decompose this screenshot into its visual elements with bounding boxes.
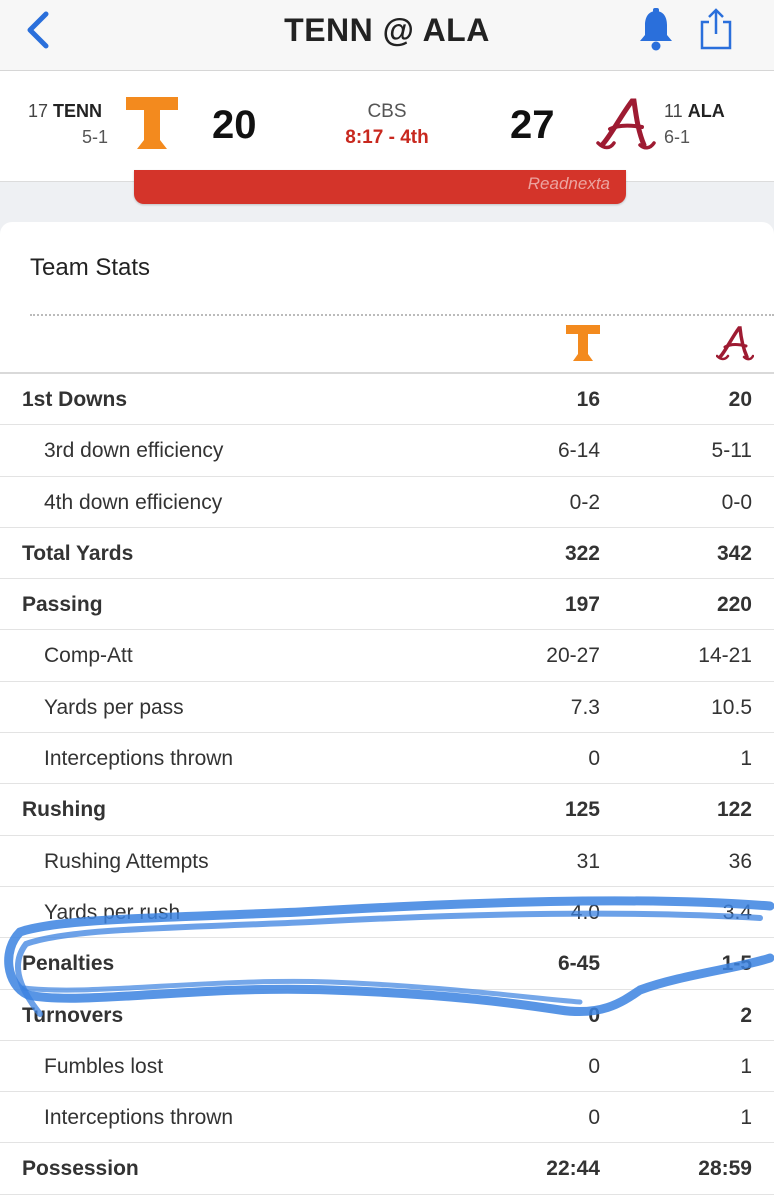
table-row: Yards per pass 7.3 10.5	[0, 682, 774, 734]
table-row: Interceptions thrown 0 1	[0, 733, 774, 785]
divider	[30, 314, 774, 316]
chevron-left-icon	[27, 11, 49, 49]
table-row: Turnovers 0 2	[0, 990, 774, 1041]
stat-label: Possession	[22, 1157, 139, 1181]
stat-label: Yards per pass	[44, 695, 184, 719]
ala-stat-value: 1	[740, 1106, 752, 1130]
stat-label: Interceptions thrown	[44, 1106, 234, 1130]
ala-stat-value: 342	[716, 541, 752, 565]
tenn-stat-value: 322	[564, 541, 600, 565]
tenn-stat-value: 4.0	[570, 900, 600, 924]
ala-stat-value: 14-21	[698, 644, 752, 668]
tenn-stat-value: 20-27	[546, 644, 600, 668]
stat-label: Rushing Attempts	[44, 849, 209, 873]
ala-stat-value: 0-0	[721, 490, 752, 514]
home-score: 27	[510, 103, 555, 147]
team-stats-title: Team Stats	[30, 254, 151, 281]
alabama-column-logo-icon	[716, 326, 754, 361]
ala-stat-value: 1-5	[721, 952, 752, 976]
ala-stat-value: 28:59	[698, 1157, 752, 1181]
game-clock: 8:17 - 4th	[345, 127, 429, 148]
away-team-name: 17 TENN	[28, 101, 103, 121]
notifications-button[interactable]	[636, 8, 676, 52]
tennessee-column-logo-icon	[566, 325, 600, 361]
table-row: 3rd down efficiency 6-14 5-11	[0, 425, 774, 477]
ala-stat-value: 3.4	[722, 900, 752, 924]
share-icon	[700, 8, 732, 50]
ala-stat-value: 20	[728, 388, 752, 411]
tenn-stat-value: 0	[588, 1106, 600, 1130]
stat-label: Yards per rush	[44, 900, 181, 924]
tv-network: CBS	[367, 101, 407, 122]
stat-label: 3rd down efficiency	[44, 439, 224, 463]
ala-stat-value: 1	[740, 1054, 752, 1078]
away-team-record: 5-1	[82, 127, 109, 147]
stat-label: Interceptions thrown	[44, 747, 234, 771]
ala-stat-value: 1	[740, 747, 752, 771]
share-button[interactable]	[696, 6, 736, 52]
table-row: Comp-Att 20-27 14-21	[0, 630, 774, 682]
stat-label: Penalties	[22, 952, 115, 976]
table-row: Penalties 6-45 1-5	[0, 938, 774, 990]
stat-label: Passing	[22, 593, 103, 617]
bell-icon	[640, 8, 672, 51]
ala-stat-value: 220	[716, 593, 752, 617]
tenn-stat-value: 125	[564, 798, 600, 822]
table-row: 1st Downs 16 20	[0, 374, 774, 426]
tenn-stat-value: 6-14	[557, 439, 600, 463]
table-row: Fumbles lost 0 1	[0, 1041, 774, 1093]
tennessee-logo-icon	[126, 97, 178, 149]
header-divider	[0, 372, 774, 374]
stat-label: Total Yards	[22, 541, 134, 565]
stat-label: Rushing	[22, 798, 106, 822]
tenn-stat-value: 0	[588, 1054, 600, 1078]
stat-label: Comp-Att	[44, 644, 133, 668]
home-team-record: 6-1	[664, 127, 691, 147]
read-next-label: Readnexta	[527, 174, 610, 193]
read-next-button[interactable]: Readnexta	[134, 170, 626, 204]
away-score: 20	[212, 103, 257, 147]
alabama-logo-icon	[596, 98, 656, 150]
tenn-stat-value: 0	[588, 1003, 600, 1027]
back-button[interactable]	[20, 10, 60, 50]
page-title: TENN @ ALA	[284, 12, 490, 48]
tenn-stat-value: 6-45	[557, 952, 600, 976]
tenn-stat-value: 197	[564, 593, 600, 617]
scoreboard[interactable]: 17 TENN 5-1 20 CBS 8:17 - 4th 27 11 ALA …	[0, 71, 774, 182]
stats-table: 1st Downs 16 20 3rd down efficiency 6-14 5-11…	[0, 374, 774, 1195]
ala-stat-value: 2	[740, 1003, 752, 1027]
stat-label: Turnovers	[22, 1003, 124, 1027]
ala-stat-value: 36	[728, 849, 752, 873]
table-row: Interceptions thrown 0 1	[0, 1092, 774, 1144]
ala-stat-value: 10.5	[711, 695, 752, 719]
table-row: 4th down efficiency 0-2 0-0	[0, 477, 774, 528]
team-stats-card: Team Stats 1st Downs 16 20 3rd down efficie…	[0, 222, 774, 1200]
tenn-stat-value: 7.3	[570, 695, 600, 719]
table-row: Rushing Attempts 31 36	[0, 836, 774, 887]
tenn-stat-value: 31	[576, 849, 600, 873]
table-row: Total Yards 322 342	[0, 528, 774, 580]
table-row: Possession 22:44 28:59	[0, 1143, 774, 1195]
table-row: Passing 197 220	[0, 579, 774, 631]
tenn-stat-value: 0-2	[569, 490, 600, 514]
stat-label: Fumbles lost	[44, 1054, 164, 1078]
table-row: Rushing 125 122	[0, 784, 774, 836]
table-row: Yards per rush 4.0 3.4	[0, 887, 774, 939]
tenn-stat-value: 22:44	[546, 1157, 600, 1181]
ala-stat-value: 5-11	[711, 439, 752, 463]
stat-label: 1st Downs	[22, 388, 128, 411]
stat-label: 4th down efficiency	[44, 490, 223, 514]
home-team-name: 11 ALA	[664, 101, 725, 121]
tenn-stat-value: 0	[588, 747, 600, 771]
tenn-stat-value: 16	[576, 388, 600, 411]
ala-stat-value: 122	[716, 798, 752, 822]
navigation-bar: TENN @ ALA	[0, 0, 774, 71]
